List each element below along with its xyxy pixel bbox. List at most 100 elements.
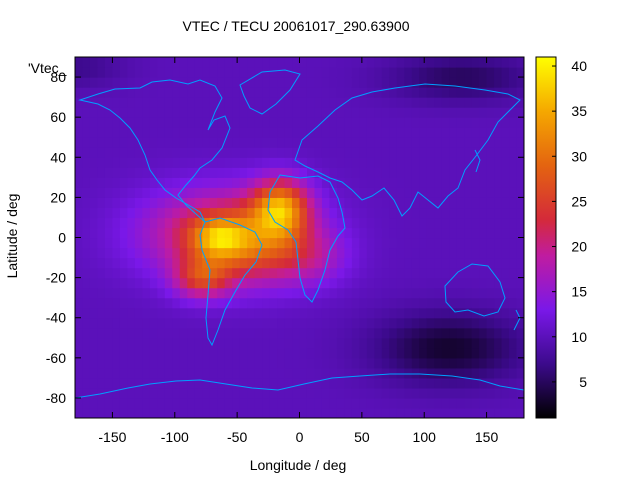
heatmap-cell [254, 137, 263, 148]
heatmap-cell [247, 397, 256, 409]
heatmap-cell [419, 197, 428, 209]
heatmap-cell [374, 87, 383, 98]
heatmap-cell [224, 97, 233, 108]
heatmap-cell [194, 117, 203, 128]
heatmap-cell [284, 107, 293, 118]
heatmap-cell [292, 387, 301, 399]
heatmap-cell [164, 257, 173, 269]
heatmap-cell [157, 257, 166, 269]
heatmap-cell [284, 247, 293, 259]
heatmap-cell [269, 127, 278, 138]
heatmap-cell [314, 247, 323, 259]
heatmap-cell [134, 197, 143, 209]
heatmap-cell [127, 137, 136, 148]
heatmap-cell [119, 227, 128, 239]
heatmap-cell [321, 97, 331, 108]
heatmap-cell [449, 377, 458, 389]
heatmap-cell [411, 207, 420, 219]
heatmap-cell [82, 267, 91, 279]
heatmap-cell [299, 127, 308, 138]
heatmap-cell [187, 57, 196, 68]
heatmap-cell [82, 187, 91, 198]
heatmap-cell [217, 147, 226, 158]
heatmap-cell [202, 277, 211, 289]
heatmap-cell [381, 277, 390, 289]
heatmap-cell [321, 247, 331, 259]
heatmap-cell [314, 397, 323, 409]
heatmap-cell [306, 267, 316, 279]
heatmap-cell [239, 237, 248, 249]
heatmap-cell [179, 207, 188, 219]
heatmap-cell [194, 317, 203, 329]
heatmap-cell [194, 297, 203, 309]
heatmap-cell [306, 237, 316, 249]
heatmap-cell [119, 87, 128, 98]
heatmap-cell [75, 227, 84, 239]
x-tick-label: 100 [413, 429, 437, 445]
heatmap-cell [374, 217, 383, 229]
heatmap-cell [501, 397, 510, 409]
heatmap-cell [239, 337, 248, 349]
heatmap-cell [464, 107, 473, 118]
heatmap-cell [97, 117, 106, 128]
heatmap-cell [306, 397, 316, 409]
heatmap-cell [127, 397, 136, 409]
heatmap-cell [344, 227, 353, 239]
heatmap-cell [157, 147, 166, 158]
heatmap-cell [389, 357, 398, 369]
heatmap-cell [516, 247, 524, 259]
heatmap-cell [359, 397, 368, 409]
heatmap-cell [314, 77, 323, 88]
heatmap-cell [426, 387, 435, 399]
heatmap-cell [299, 307, 308, 319]
heatmap-cell [486, 117, 495, 128]
heatmap-cell [284, 227, 293, 239]
heatmap-cell [441, 127, 450, 138]
heatmap-cell [336, 387, 345, 399]
heatmap-cell [112, 67, 121, 78]
heatmap-cell [75, 407, 84, 418]
heatmap-cell [269, 77, 278, 88]
heatmap-cell [89, 347, 99, 359]
heatmap-cell [306, 207, 316, 219]
heatmap-cell [284, 67, 293, 78]
heatmap-cell [314, 297, 323, 309]
heatmap-cell [75, 267, 84, 279]
heatmap-cell [306, 177, 316, 188]
heatmap-cell [269, 67, 278, 78]
heatmap-cell [142, 377, 151, 389]
heatmap-cell [381, 397, 390, 409]
heatmap-cell [277, 217, 286, 229]
heatmap-cell [456, 357, 465, 369]
heatmap-cell [254, 377, 263, 389]
heatmap-cell [396, 147, 405, 158]
heatmap-cell [224, 187, 233, 198]
heatmap-cell [127, 347, 136, 359]
heatmap-cell [419, 267, 428, 279]
heatmap-cell [501, 297, 510, 309]
heatmap-cell [149, 407, 158, 418]
heatmap-cell [434, 197, 443, 209]
heatmap-cell [179, 357, 188, 369]
heatmap-cell [464, 87, 473, 98]
heatmap-cell [127, 217, 136, 229]
heatmap-cell [299, 87, 308, 98]
heatmap-cell [306, 367, 316, 379]
heatmap-cell [164, 267, 173, 279]
heatmap-cell [426, 347, 435, 359]
heatmap-cell [269, 277, 278, 289]
heatmap-cell [75, 127, 84, 138]
heatmap-cell [292, 97, 301, 108]
heatmap-cell [441, 267, 450, 279]
heatmap-cell [97, 187, 106, 198]
heatmap-cell [449, 57, 458, 68]
heatmap-cell [501, 257, 510, 269]
heatmap-cell [396, 77, 405, 88]
heatmap-cell [239, 407, 248, 418]
heatmap-cell [157, 177, 166, 188]
heatmap-cell [164, 397, 173, 409]
heatmap-cell [329, 307, 338, 319]
heatmap-cell [389, 237, 398, 249]
heatmap-cell [299, 317, 308, 329]
heatmap-cell [501, 157, 510, 168]
